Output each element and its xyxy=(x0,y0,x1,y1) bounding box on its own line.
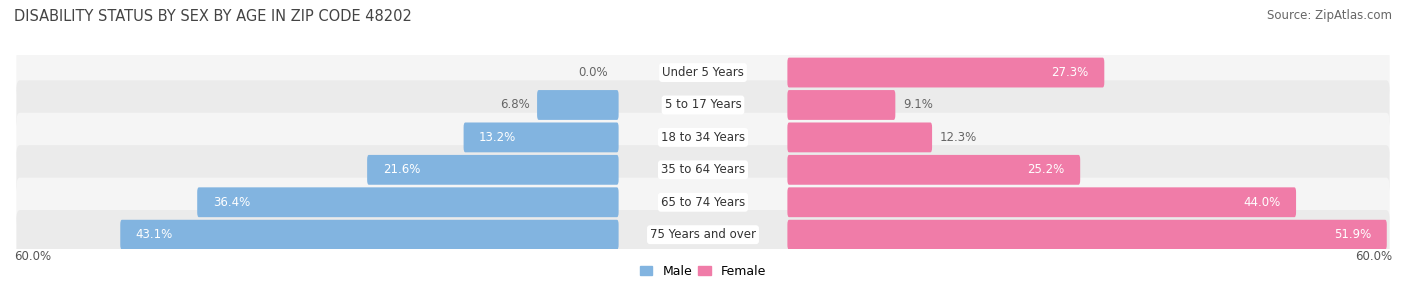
Text: 27.3%: 27.3% xyxy=(1052,66,1088,79)
FancyBboxPatch shape xyxy=(787,90,896,120)
FancyBboxPatch shape xyxy=(787,58,1104,88)
FancyBboxPatch shape xyxy=(17,113,1389,162)
Text: 13.2%: 13.2% xyxy=(479,131,516,144)
Text: 65 to 74 Years: 65 to 74 Years xyxy=(661,196,745,209)
Text: 25.2%: 25.2% xyxy=(1028,163,1064,176)
Text: 36.4%: 36.4% xyxy=(212,196,250,209)
FancyBboxPatch shape xyxy=(537,90,619,120)
Text: 44.0%: 44.0% xyxy=(1243,196,1281,209)
FancyBboxPatch shape xyxy=(17,48,1389,97)
Text: 9.1%: 9.1% xyxy=(903,98,932,112)
Text: 35 to 64 Years: 35 to 64 Years xyxy=(661,163,745,176)
FancyBboxPatch shape xyxy=(197,187,619,217)
Text: DISABILITY STATUS BY SEX BY AGE IN ZIP CODE 48202: DISABILITY STATUS BY SEX BY AGE IN ZIP C… xyxy=(14,9,412,24)
Legend: Male, Female: Male, Female xyxy=(640,265,766,278)
Text: 75 Years and over: 75 Years and over xyxy=(650,228,756,241)
FancyBboxPatch shape xyxy=(17,80,1389,130)
Text: 43.1%: 43.1% xyxy=(136,228,173,241)
Text: 60.0%: 60.0% xyxy=(14,250,51,263)
Text: 21.6%: 21.6% xyxy=(382,163,420,176)
FancyBboxPatch shape xyxy=(787,220,1386,250)
Text: 5 to 17 Years: 5 to 17 Years xyxy=(665,98,741,112)
Text: 51.9%: 51.9% xyxy=(1334,228,1371,241)
Text: 0.0%: 0.0% xyxy=(578,66,607,79)
Text: Under 5 Years: Under 5 Years xyxy=(662,66,744,79)
Text: 60.0%: 60.0% xyxy=(1355,250,1392,263)
FancyBboxPatch shape xyxy=(787,187,1296,217)
FancyBboxPatch shape xyxy=(17,178,1389,227)
FancyBboxPatch shape xyxy=(17,210,1389,259)
FancyBboxPatch shape xyxy=(464,123,619,152)
FancyBboxPatch shape xyxy=(787,123,932,152)
Text: Source: ZipAtlas.com: Source: ZipAtlas.com xyxy=(1267,9,1392,22)
FancyBboxPatch shape xyxy=(787,155,1080,185)
Text: 6.8%: 6.8% xyxy=(501,98,530,112)
Text: 12.3%: 12.3% xyxy=(939,131,977,144)
FancyBboxPatch shape xyxy=(17,145,1389,195)
FancyBboxPatch shape xyxy=(121,220,619,250)
FancyBboxPatch shape xyxy=(367,155,619,185)
Text: 18 to 34 Years: 18 to 34 Years xyxy=(661,131,745,144)
